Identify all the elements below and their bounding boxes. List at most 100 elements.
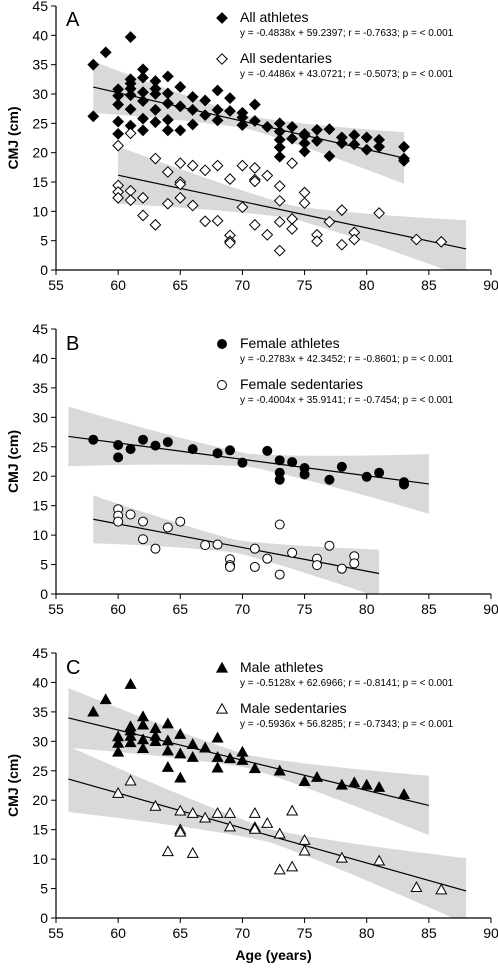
legend-equation: y = -0.5128x + 62.6966; r = -0.8141; p =… [240, 678, 454, 689]
data-point [273, 863, 286, 875]
data-point [248, 762, 261, 774]
legend-marker [215, 702, 229, 714]
data-point [248, 175, 261, 188]
data-point [112, 98, 125, 111]
data-point [186, 103, 199, 116]
data-point [273, 244, 286, 257]
data-point [125, 509, 136, 520]
data-point [112, 191, 125, 204]
data-point [161, 97, 174, 110]
data-point [223, 752, 237, 764]
data-point [298, 834, 311, 845]
data-point [137, 191, 149, 204]
data-point [310, 771, 324, 782]
data-point [335, 238, 348, 251]
y-tick-label: 5 [40, 557, 48, 573]
data-point [286, 132, 299, 145]
data-point [186, 91, 199, 103]
data-point [398, 140, 410, 153]
x-tick-label: 65 [172, 601, 188, 617]
data-point [261, 228, 274, 241]
data-point [211, 114, 224, 127]
legend-marker [217, 339, 227, 349]
data-point [287, 547, 298, 558]
data-point [112, 127, 125, 140]
data-point [211, 806, 224, 818]
data-point [273, 827, 286, 839]
data-point [286, 157, 299, 170]
data-point [286, 804, 299, 816]
y-tick-label: 5 [40, 881, 48, 897]
data-point [248, 115, 261, 127]
y-tick-label: 25 [32, 439, 48, 455]
x-tick-label: 75 [297, 277, 313, 293]
data-point [261, 816, 274, 828]
data-point [161, 717, 174, 729]
data-point [161, 845, 174, 857]
data-point [324, 474, 335, 485]
data-point [174, 100, 187, 113]
data-point [225, 561, 235, 572]
data-point [212, 539, 223, 550]
y-tick-label: 30 [32, 733, 48, 749]
data-point [373, 781, 386, 792]
y-tick-label: 15 [32, 174, 48, 190]
series-C-0 [87, 677, 411, 799]
data-point [174, 157, 187, 170]
data-point [274, 474, 285, 485]
data-point [223, 820, 237, 832]
data-point [186, 199, 199, 212]
regression-line-A-0 [93, 86, 405, 159]
data-point [323, 215, 336, 228]
x-tick-label: 85 [421, 277, 437, 293]
data-point [335, 851, 348, 863]
y-tick-label: 10 [32, 203, 48, 219]
data-point [224, 237, 236, 249]
data-point [124, 127, 137, 140]
data-point [286, 223, 299, 235]
data-point [361, 471, 372, 482]
legend-label: All athletes [240, 9, 308, 25]
data-point [138, 434, 148, 445]
data-point [273, 150, 286, 163]
y-tick-label: 35 [32, 57, 48, 73]
x-tick-label: 85 [421, 925, 437, 941]
chart-panel-C: 0 5 10 15 20 25 30 35 40 45 55 60 65 70 75 80 85 90 CMJ (c… [5, 645, 498, 963]
data-point [299, 469, 310, 480]
data-point [112, 786, 125, 798]
data-point [248, 822, 261, 834]
data-point [187, 444, 198, 455]
data-point [199, 94, 212, 107]
y-tick-label: 35 [32, 704, 48, 720]
y-tick-label: 0 [40, 262, 48, 278]
data-point [161, 124, 174, 137]
x-tick-label: 60 [110, 601, 126, 617]
data-point [298, 197, 311, 210]
data-point [348, 776, 361, 788]
data-point [87, 705, 100, 717]
y-tick-label: 45 [32, 645, 48, 661]
x-tick-label: 80 [359, 601, 375, 617]
legend-label: Male athletes [240, 659, 323, 675]
data-point [161, 744, 174, 756]
data-point [360, 131, 373, 144]
data-point [138, 534, 148, 545]
panel-letter: C [66, 657, 80, 679]
x-tick-label: 75 [297, 925, 313, 941]
y-tick-label: 40 [32, 350, 48, 366]
data-point [261, 169, 274, 182]
data-point [273, 194, 286, 207]
data-point [324, 540, 335, 551]
y-tick-label: 10 [32, 851, 48, 867]
data-point [224, 105, 236, 117]
data-point [248, 218, 261, 231]
data-point [138, 516, 148, 527]
data-point [287, 457, 298, 468]
data-point [298, 844, 311, 856]
data-point [274, 569, 285, 580]
confidence-band-A-1 [118, 146, 467, 270]
data-point [161, 197, 174, 210]
x-tick-label: 55 [48, 925, 64, 941]
data-point [211, 731, 224, 743]
